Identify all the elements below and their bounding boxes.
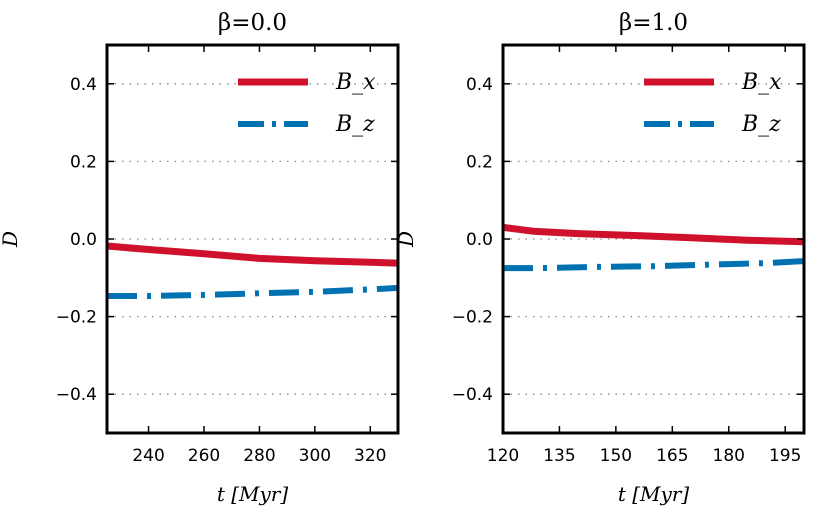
x-tick-label: 135 [543,446,575,466]
x-tick-label: 150 [600,446,632,466]
y-tick-label: −0.4 [56,385,97,405]
y-tick-label: 0.2 [70,152,97,172]
y-tick-label: −0.2 [56,308,97,328]
legend-label-bx: B_x [741,70,782,95]
y-axis-label: D [0,231,22,248]
legend: B_x B_z [644,70,782,137]
x-tick-label: 260 [188,446,220,466]
x-tick-label: 280 [243,446,275,466]
chart-title: β=0.0 [218,10,287,36]
y-tick-label: 0.0 [466,230,493,250]
y-tick-label: 0.4 [70,75,97,95]
x-tick-label: 165 [656,446,688,466]
chart-title: β=1.0 [619,10,688,36]
series-line-bz [503,258,804,272]
x-tick-label: 120 [487,446,519,466]
y-tick-label: −0.2 [452,308,493,328]
x-tick-label: 240 [132,446,164,466]
plot-frame [105,43,400,435]
x-tick-label: 320 [354,446,386,466]
series-line-bx [503,223,804,246]
series-line-bz [107,284,398,299]
y-tick-label: 0.0 [70,230,97,250]
x-tick-label: 180 [713,446,745,466]
series-group [107,242,398,299]
series-group [503,223,804,272]
chart-panel-1: 0.4 0.2 0.0 −0.2 −0.4 240 260 280 300 320 β=0.0 t [… [0,10,400,506]
series-line-bx [107,242,398,267]
legend-label-bx: B_x [335,70,376,95]
y-tick-label: −0.4 [452,385,493,405]
legend: B_x B_z [238,70,376,137]
legend-label-bz: B_z [335,112,375,137]
y-axis-label: D [394,231,418,248]
chart-panel-2: 0.4 0.2 0.0 −0.2 −0.4 120 135 150 165 180 195 β=1.0… [394,10,806,506]
legend-label-bz: B_z [741,112,781,137]
x-axis-label: t [Myr] [217,482,289,506]
y-tick-label: 0.4 [466,75,493,95]
y-tick-label: 0.2 [466,152,493,172]
x-axis-label: t [Myr] [618,482,690,506]
x-tick-label: 300 [299,446,331,466]
x-tick-label: 195 [769,446,801,466]
